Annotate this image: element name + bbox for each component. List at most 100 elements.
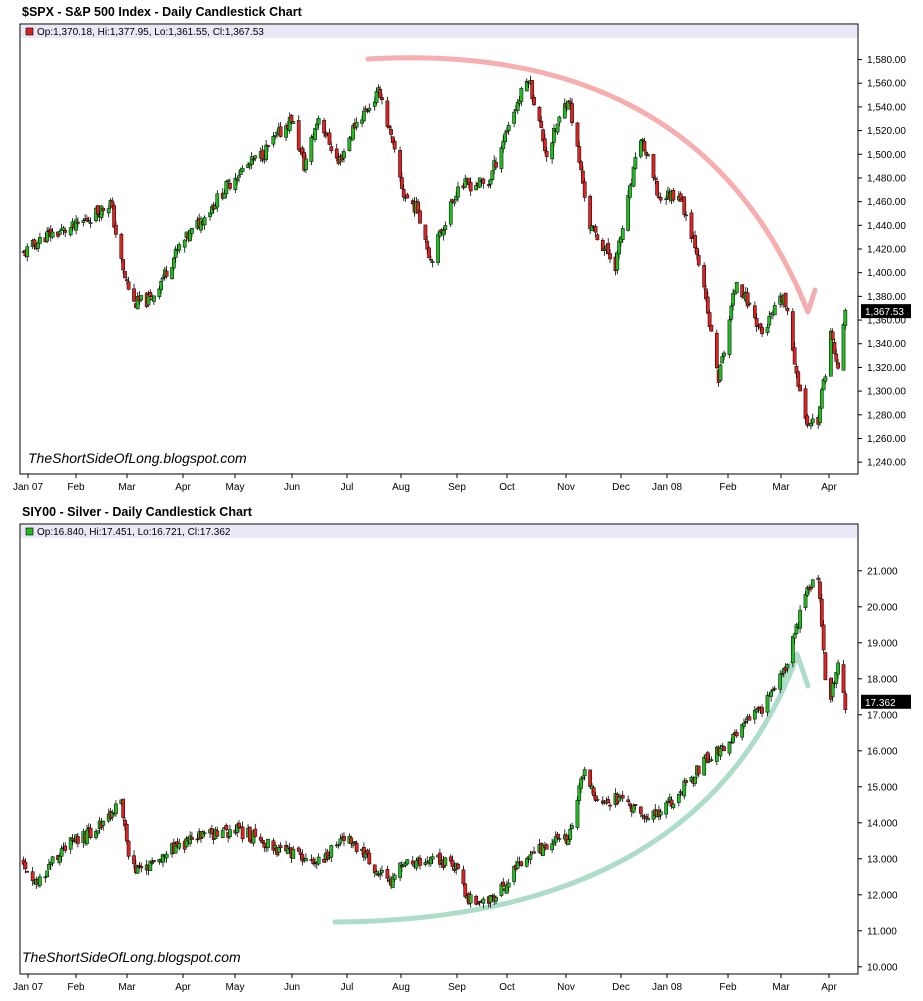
candle-up [441, 230, 446, 236]
candle-up [170, 267, 174, 279]
candle-down [790, 311, 795, 351]
candle-up [720, 745, 725, 747]
spx-ytick-label: 1,580.00 [867, 55, 906, 66]
candle-down [363, 108, 368, 111]
candle-down [818, 581, 822, 599]
candle-down [702, 265, 707, 288]
candle-up [81, 220, 86, 223]
candle-up [494, 896, 498, 902]
candle-up [830, 682, 835, 698]
silver-xtick-label: Feb [719, 982, 737, 993]
spx-xtick-label: Sep [448, 482, 466, 493]
candle-up [506, 882, 511, 888]
candle-down [365, 110, 370, 112]
candle-down [830, 331, 835, 341]
candle-up [582, 769, 587, 777]
candle-down [248, 826, 252, 842]
candle-up [226, 180, 230, 182]
candle-up [658, 811, 663, 816]
silver-ytick-label: 16.000 [867, 746, 898, 757]
candle-down [693, 235, 697, 249]
candle-up [106, 208, 111, 214]
candle-up [810, 418, 815, 424]
candle-up [731, 292, 735, 306]
silver-last-value-label: 17.362 [865, 698, 896, 709]
candle-up [765, 695, 770, 713]
candle-up [159, 281, 164, 291]
spx-trend-arrow-head [794, 283, 818, 315]
candle-up [819, 389, 824, 409]
candle-up [74, 219, 78, 231]
candle-down [798, 384, 802, 392]
candle-down [190, 836, 194, 840]
candle-down [655, 181, 659, 196]
candle-up [722, 352, 726, 357]
spx-xtick-label: Feb [719, 482, 737, 493]
candle-up [177, 843, 182, 849]
silver-ytick-label: 15.000 [867, 782, 898, 793]
candle-down [593, 226, 598, 233]
candle-up [617, 796, 621, 802]
silver-xtick-label: Jul [341, 982, 354, 993]
candle-up [718, 364, 723, 381]
candle-up [313, 128, 317, 140]
candle-up [810, 579, 815, 588]
candle-down [325, 851, 330, 860]
candle-down [474, 895, 478, 905]
candle-up [557, 116, 562, 123]
spx-ytick-label: 1,340.00 [867, 339, 906, 350]
candle-up [617, 240, 621, 255]
candle-up [228, 829, 232, 837]
spx-xtick-label: Feb [67, 482, 85, 493]
spx-ytick-label: 1,320.00 [867, 363, 906, 374]
spx-ytick-label: 1,520.00 [867, 126, 906, 137]
candle-down [95, 205, 100, 215]
silver-ytick-label: 19.000 [867, 638, 898, 649]
candle-down [322, 120, 326, 134]
candle-down [783, 292, 788, 307]
candle-down [836, 362, 840, 369]
candle-down [752, 305, 757, 318]
candle-down [468, 182, 473, 192]
candle-up [499, 147, 504, 169]
candle-down [240, 826, 245, 840]
spx-ytick-label: 1,360.00 [867, 316, 906, 327]
candle-up [772, 305, 777, 316]
spx-ytick-label: 1,400.00 [867, 268, 906, 279]
candle-down [25, 871, 30, 873]
candle-up [286, 846, 290, 854]
candle-up [38, 876, 42, 886]
candle-up [620, 228, 625, 240]
candle-down [606, 799, 611, 804]
candle-up [767, 315, 772, 326]
candle-up [237, 175, 241, 178]
candle-down [76, 221, 80, 224]
candle-down [148, 291, 153, 298]
spx-ytick-label: 1,260.00 [867, 434, 906, 445]
candle-up [664, 802, 668, 815]
candle-up [474, 185, 478, 191]
spx-xtick-label: Jan 07 [13, 482, 43, 493]
candle-down [210, 828, 214, 834]
candle-down [278, 845, 283, 848]
candle-down [705, 296, 710, 314]
candle-down [785, 307, 790, 312]
silver-plot-area [19, 523, 859, 975]
candle-up [528, 854, 533, 860]
candle-up [570, 825, 574, 829]
chart-title-spx: $SPX - S&P 500 Index - Daily Candlestick… [22, 5, 302, 19]
candle-up [841, 324, 846, 371]
candle-up [772, 688, 777, 690]
silver-watermark: TheShortSideOfLong.blogspot.com [22, 949, 241, 965]
candle-down [251, 158, 256, 161]
candle-down [519, 861, 524, 866]
candle-down [658, 197, 663, 201]
silver-trend-arrow-shaft [332, 653, 800, 925]
candle-up [309, 136, 314, 162]
candle-down [327, 132, 332, 145]
silver-xtick-label: Aug [392, 982, 410, 993]
candle-up [273, 135, 278, 137]
candle-up [314, 123, 319, 130]
candle-down [398, 150, 402, 178]
candle-down [450, 860, 455, 868]
